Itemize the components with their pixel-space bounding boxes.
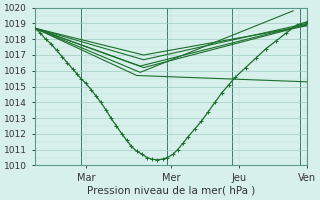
X-axis label: Pression niveau de la mer( hPa ): Pression niveau de la mer( hPa ) — [87, 186, 255, 196]
